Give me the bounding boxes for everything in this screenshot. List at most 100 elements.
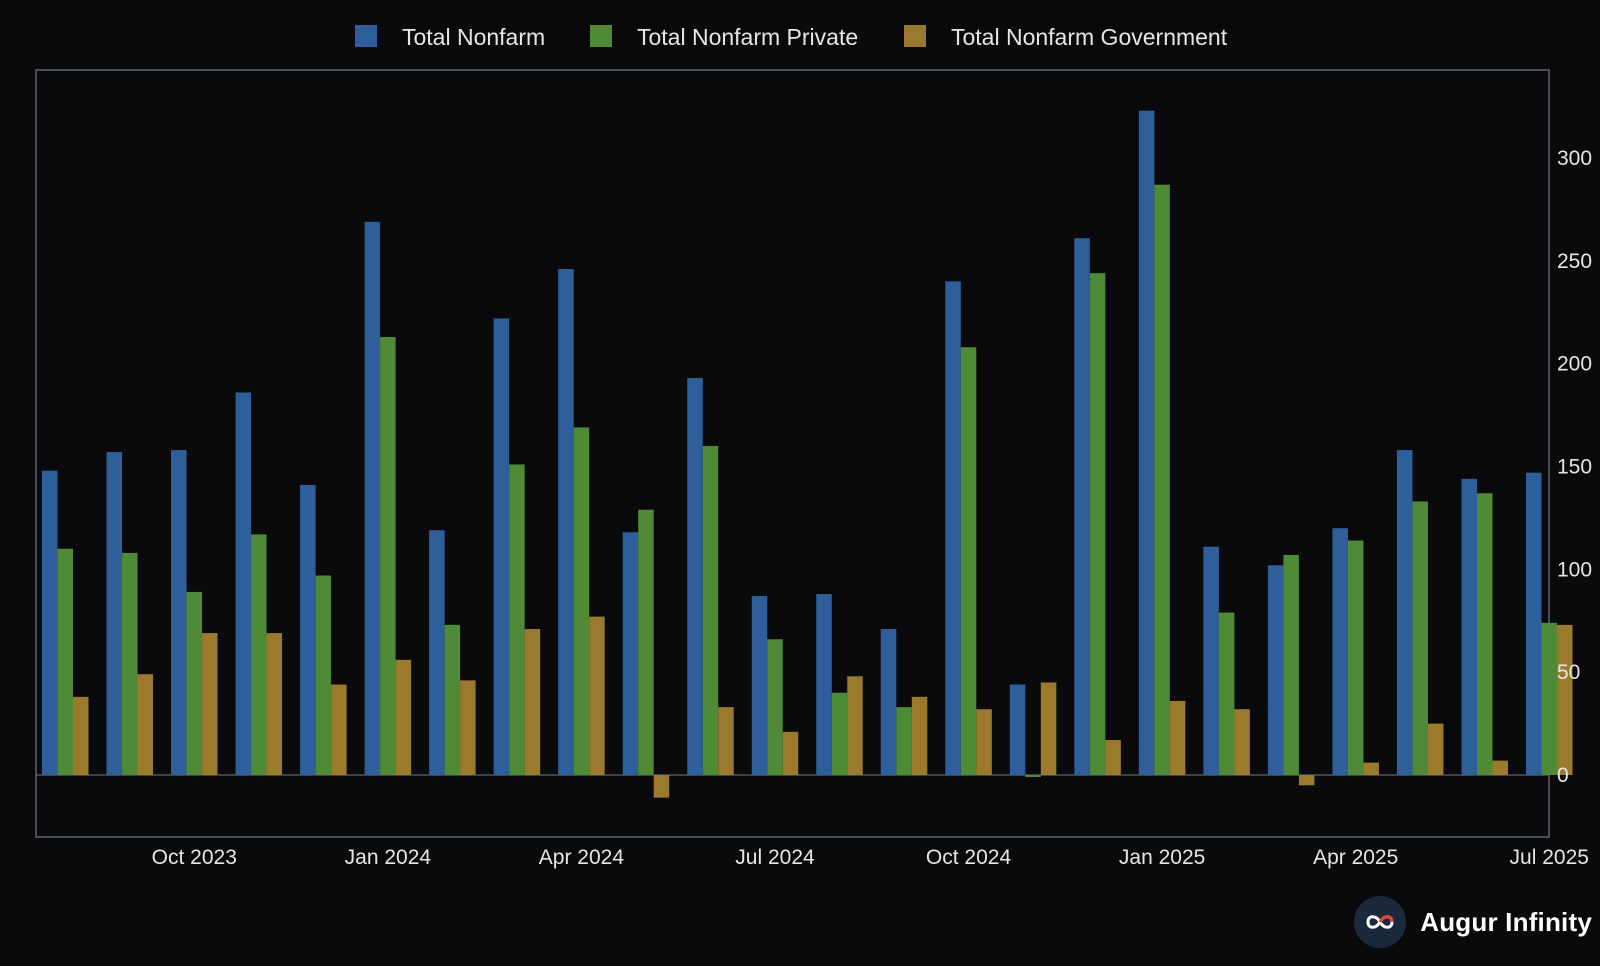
bar-government-2025-06: [1492, 760, 1508, 775]
bar-private-2025-01: [1154, 184, 1170, 775]
bar-total-2024-01: [364, 221, 381, 776]
y-tick-label: 300: [1557, 147, 1592, 170]
x-tick-label: Jan 2024: [345, 846, 432, 869]
bar-government-2024-06: [718, 707, 734, 775]
bar-private-2024-06: [702, 445, 719, 775]
bar-total-2025-03: [1267, 565, 1284, 775]
bar-private-2025-06: [1476, 493, 1493, 775]
bar-private-2023-10: [186, 591, 203, 775]
bar-government-2024-05: [653, 775, 670, 798]
bar-total-2024-08: [816, 594, 832, 775]
bar-private-2023-09: [122, 552, 138, 775]
legend-swatch: [904, 25, 926, 47]
y-tick-label: 200: [1557, 353, 1592, 376]
bar-total-2025-01: [1138, 110, 1155, 776]
bar-private-2024-03: [509, 464, 525, 775]
bar-government-2024-11: [1040, 682, 1057, 775]
bar-total-2025-02: [1203, 546, 1219, 775]
x-tick-label: Jan 2025: [1119, 846, 1205, 869]
bar-government-2023-12: [331, 684, 347, 775]
legend-swatch: [355, 25, 377, 47]
y-tick-label: 100: [1557, 558, 1592, 581]
bar-total-2023-12: [300, 485, 316, 775]
plot-frame: [35, 69, 1550, 838]
bar-total-2024-06: [687, 378, 703, 775]
bar-government-2024-08: [847, 676, 863, 775]
bar-total-2024-04: [558, 269, 574, 775]
bar-total-2024-05: [622, 532, 639, 775]
infinity-logo-icon: [1354, 896, 1407, 948]
bar-private-2025-04: [1347, 540, 1364, 775]
bar-government-2025-01: [1169, 700, 1186, 775]
y-tick-label: 250: [1557, 250, 1592, 273]
bar-private-2024-09: [896, 707, 912, 775]
bars-group: [42, 110, 1573, 798]
bar-private-2025-02: [1218, 612, 1235, 775]
bar-government-2024-01: [395, 659, 412, 775]
bar-total-2024-09: [880, 628, 897, 775]
bar-private-2024-02: [444, 624, 461, 775]
brand: Augur Infinity: [1354, 896, 1592, 948]
bar-total-2023-10: [171, 450, 187, 775]
bar-government-2025-03: [1298, 775, 1315, 786]
bar-government-2023-09: [137, 674, 154, 775]
bar-government-2024-07: [782, 731, 799, 775]
bar-government-2024-03: [524, 628, 541, 775]
x-tick-label: Oct 2024: [926, 846, 1012, 869]
legend-swatch: [590, 25, 612, 47]
bar-total-2025-06: [1461, 478, 1477, 775]
bar-private-2025-03: [1283, 554, 1299, 775]
bar-private-2024-07: [767, 639, 783, 775]
bar-private-2023-11: [251, 534, 267, 775]
bar-total-2024-12: [1074, 238, 1090, 775]
bar-total-2023-11: [235, 392, 252, 775]
y-axis: 0 50 100 150 200 250 300: [1557, 147, 1592, 787]
bar-private-2023-12: [315, 575, 332, 775]
bar-government-2024-09: [911, 696, 928, 775]
bar-government-2025-04: [1363, 762, 1379, 775]
bar-total-2024-10: [945, 281, 961, 775]
x-tick-label: Oct 2023: [152, 846, 237, 869]
bar-government-2025-02: [1234, 709, 1250, 775]
bar-total-2024-02: [429, 530, 445, 775]
bar-private-2024-11: [1025, 775, 1041, 778]
y-tick-label: 50: [1557, 661, 1580, 684]
x-tick-label: Jul 2024: [735, 846, 815, 869]
bar-total-2025-04: [1332, 528, 1348, 775]
bar-government-2025-07: [1557, 624, 1573, 775]
bar-private-2025-05: [1412, 501, 1428, 775]
bar-total-2024-11: [1009, 684, 1026, 775]
x-axis: Oct 2023 Jan 2024 Apr 2024 Jul 2024 Oct 2024…: [152, 846, 1589, 869]
x-tick-label: Apr 2024: [539, 846, 625, 869]
x-tick-label: Jul 2025: [1510, 846, 1589, 869]
bar-government-2024-02: [460, 680, 476, 775]
bar-total-2023-08: [42, 470, 58, 775]
bar-private-2024-01: [380, 336, 396, 775]
brand-name: Augur Infinity: [1420, 906, 1592, 937]
bar-government-2024-12: [1105, 740, 1121, 775]
bar-government-2024-04: [589, 616, 605, 775]
bar-government-2024-10: [976, 709, 992, 775]
bar-total-2024-03: [493, 318, 510, 775]
bar-total-2024-07: [751, 596, 768, 775]
bar-private-2024-08: [831, 692, 848, 775]
bar-private-2024-05: [638, 509, 654, 775]
x-tick-label: Apr 2025: [1313, 846, 1398, 869]
legend-label: Total Nonfarm: [402, 24, 545, 50]
legend-label: Total Nonfarm Government: [951, 24, 1228, 50]
bar-government-2023-08: [73, 696, 89, 775]
bar-private-2023-08: [57, 548, 73, 775]
legend-label: Total Nonfarm Private: [637, 24, 858, 50]
bar-government-2025-05: [1427, 723, 1444, 775]
y-tick-label: 0: [1557, 764, 1569, 787]
legend: Total Nonfarm Total Nonfarm Private Total …: [355, 24, 1228, 50]
bar-private-2024-10: [960, 347, 977, 775]
y-tick-label: 150: [1557, 456, 1592, 479]
bar-government-2023-10: [202, 633, 218, 775]
bar-total-2025-07: [1526, 472, 1542, 775]
bar-private-2025-07: [1541, 622, 1557, 775]
bar-private-2024-12: [1089, 273, 1106, 775]
bar-government-2023-11: [266, 633, 283, 775]
bar-private-2024-04: [573, 427, 590, 775]
